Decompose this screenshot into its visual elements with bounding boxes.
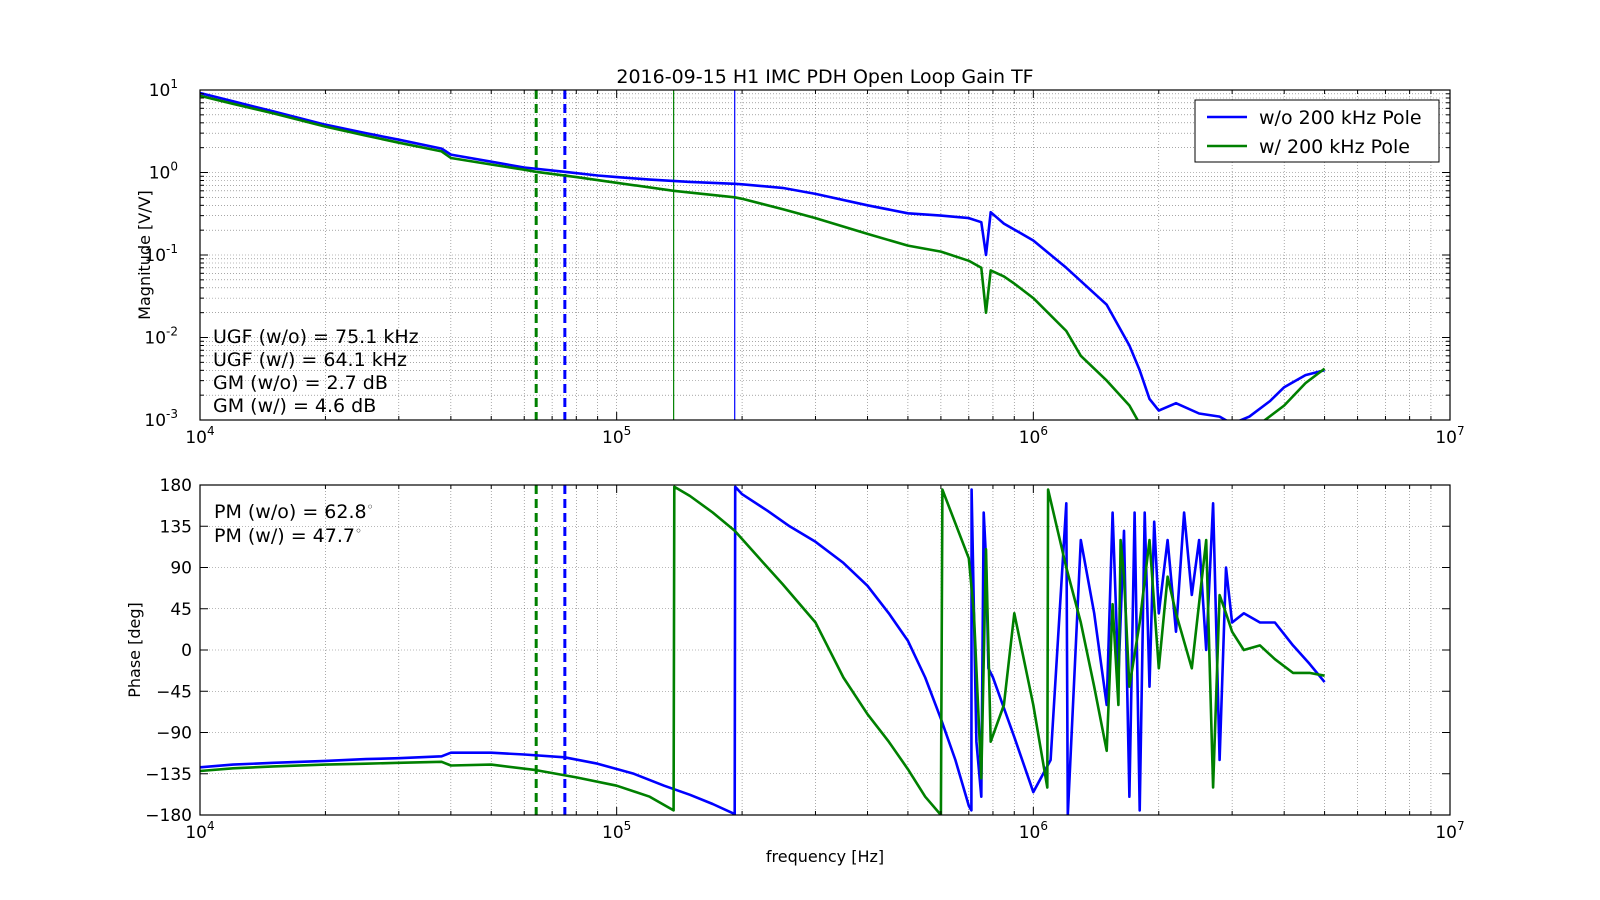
- magnitude-plot: 2016-09-15 H1 IMC PDH Open Loop Gain TF …: [135, 66, 1465, 448]
- y-tick-label: 90: [170, 559, 192, 579]
- series-line-wo: [200, 485, 1326, 815]
- magnitude-marker-lines: [534, 90, 736, 420]
- annotation-gm-w: GM (w/) = 4.6 dB: [213, 395, 376, 417]
- phase-ticks: 104 105 106 107 180 135 90 45 0 −45 −90 −135 −180: [145, 476, 1464, 843]
- x-tick-label: 104: [185, 819, 214, 843]
- x-tick-label: 107: [1435, 424, 1464, 448]
- magnitude-ticks: 104 105 106 107 101 100 10-1 10-2 10-3: [144, 77, 1464, 448]
- chart-title: 2016-09-15 H1 IMC PDH Open Loop Gain TF: [616, 66, 1033, 88]
- x-tick-label: 105: [602, 819, 631, 843]
- annotation-pm-w: PM (w/) = 47.7◦: [214, 524, 362, 547]
- legend: w/o 200 kHz Pole w/ 200 kHz Pole: [1194, 99, 1440, 163]
- legend-frame: [1194, 99, 1440, 163]
- y-tick-label: −180: [145, 806, 192, 826]
- magnitude-ylabel: Magnitude [V/V]: [135, 190, 154, 320]
- x-tick-label: 105: [602, 424, 631, 448]
- x-tick-label: 106: [1019, 819, 1048, 843]
- x-tick-label: 107: [1435, 819, 1464, 843]
- y-tick-label: −90: [156, 724, 192, 744]
- annotation-ugf-w: UGF (w/) = 64.1 kHz: [213, 349, 407, 371]
- y-tick-label: 10-1: [144, 242, 178, 266]
- annotation-ugf-wo: UGF (w/o) = 75.1 kHz: [213, 326, 419, 348]
- y-tick-label: 10-2: [144, 325, 178, 349]
- x-tick-label: 104: [185, 424, 214, 448]
- y-tick-label: 100: [149, 160, 178, 184]
- y-tick-label: 101: [149, 77, 178, 101]
- annotation-pm-wo: PM (w/o) = 62.8◦: [214, 500, 374, 523]
- phase-grid: [200, 485, 1450, 815]
- phase-series: [200, 485, 1326, 815]
- phase-plot: 104 105 106 107 180 135 90 45 0 −45 −90 −135 −180 Ph…: [125, 476, 1465, 866]
- y-tick-label: 180: [160, 476, 192, 496]
- series-line-wo: [200, 91, 1325, 420]
- y-tick-label: 10-3: [144, 407, 178, 431]
- phase-xlabel: frequency [Hz]: [766, 847, 884, 866]
- magnitude-annotations: UGF (w/o) = 75.1 kHz UGF (w/) = 64.1 kHz…: [213, 326, 419, 417]
- phase-annotations: PM (w/o) = 62.8◦ PM (w/) = 47.7◦: [214, 500, 374, 547]
- annotation-gm-wo: GM (w/o) = 2.7 dB: [213, 372, 388, 394]
- phase-ylabel: Phase [deg]: [125, 602, 144, 698]
- y-tick-label: 135: [160, 517, 192, 537]
- series-line-w: [200, 94, 1326, 420]
- y-tick-label: −135: [145, 765, 192, 785]
- legend-label-wo: w/o 200 kHz Pole: [1259, 107, 1422, 129]
- y-tick-label: −45: [156, 682, 192, 702]
- y-tick-label: 45: [170, 600, 192, 620]
- legend-label-w: w/ 200 kHz Pole: [1259, 136, 1410, 158]
- phase-marker-lines: [534, 485, 567, 815]
- series-line-w: [200, 485, 1325, 815]
- x-tick-label: 106: [1019, 424, 1048, 448]
- magnitude-series: [200, 91, 1326, 420]
- y-tick-label: 0: [181, 641, 192, 661]
